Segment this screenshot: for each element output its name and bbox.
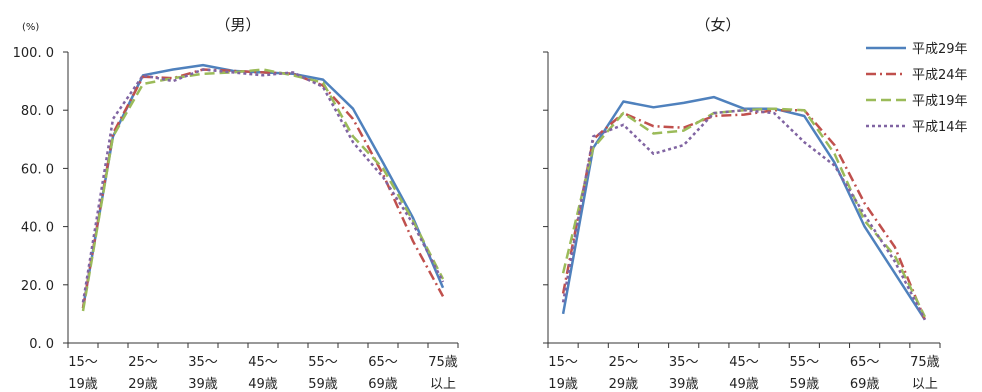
male-y-tick-label: 20. 0 — [21, 279, 54, 294]
male-x-tick-label: 75歳 — [428, 355, 458, 370]
male-x-tick-label: 45～ — [248, 355, 278, 370]
female-series-line-2 — [561, 108, 927, 321]
male-series-line-3 — [81, 68, 445, 312]
male-y-tick-label: 100. 0 — [13, 46, 54, 61]
female-x-tick-label: 19歳 — [548, 377, 578, 392]
legend-box — [852, 38, 976, 138]
female-x-tick-label: 29歳 — [609, 377, 639, 392]
male-x-tick-label: 以上 — [430, 377, 456, 392]
female-x-tick-label: 75歳 — [910, 355, 940, 370]
male-x-tick-label: 49歳 — [248, 377, 278, 392]
male-series-line-4 — [81, 68, 445, 303]
female-x-tick-label: 69歳 — [850, 377, 880, 392]
male-x-tick-label: 15～ — [68, 355, 98, 370]
female-series-line-4 — [561, 108, 927, 321]
legend-label-1: 平成29年 — [912, 42, 968, 57]
female-x-tick-label: 59歳 — [790, 377, 820, 392]
male-y-tick-label: 40. 0 — [21, 221, 54, 236]
legend-label-3: 平成19年 — [912, 94, 968, 109]
male-x-tick-label: 69歳 — [368, 377, 398, 392]
male-chart-title: （男） — [215, 16, 260, 34]
male-x-tick-label: 59歳 — [308, 377, 338, 392]
male-y-tick-label: 0. 0 — [29, 337, 54, 352]
male-y-tick-label: 60. 0 — [21, 162, 54, 177]
male-y-tick-label: 80. 0 — [21, 104, 54, 119]
male-x-tick-label: 35～ — [188, 355, 218, 370]
female-x-tick-label: 25～ — [609, 355, 639, 370]
male-x-tick-label: 65～ — [368, 355, 398, 370]
female-series-line-1 — [561, 95, 926, 321]
legend-label-2: 平成24年 — [912, 68, 968, 83]
male-series-line-2 — [81, 68, 445, 309]
female-x-tick-label: 55～ — [790, 355, 820, 370]
male-x-tick-label: 39歳 — [188, 377, 218, 392]
male-x-tick-label: 19歳 — [68, 377, 98, 392]
female-x-tick-label: 65～ — [850, 355, 880, 370]
male-x-tick-label: 25～ — [128, 355, 158, 370]
female-x-tick-label: 39歳 — [669, 377, 699, 392]
male-x-tick-label: 55～ — [308, 355, 338, 370]
female-x-tick-label: 49歳 — [729, 377, 759, 392]
legend-label-4: 平成14年 — [912, 120, 968, 135]
female-x-tick-label: 以上 — [912, 377, 938, 392]
female-x-tick-label: 15～ — [548, 355, 578, 370]
female-x-tick-label: 45～ — [729, 355, 759, 370]
female-chart-title: （女） — [695, 16, 740, 34]
male-x-tick-label: 29歳 — [128, 377, 158, 392]
male-unit-label: (%) — [22, 22, 39, 33]
female-x-tick-label: 35～ — [669, 355, 699, 370]
